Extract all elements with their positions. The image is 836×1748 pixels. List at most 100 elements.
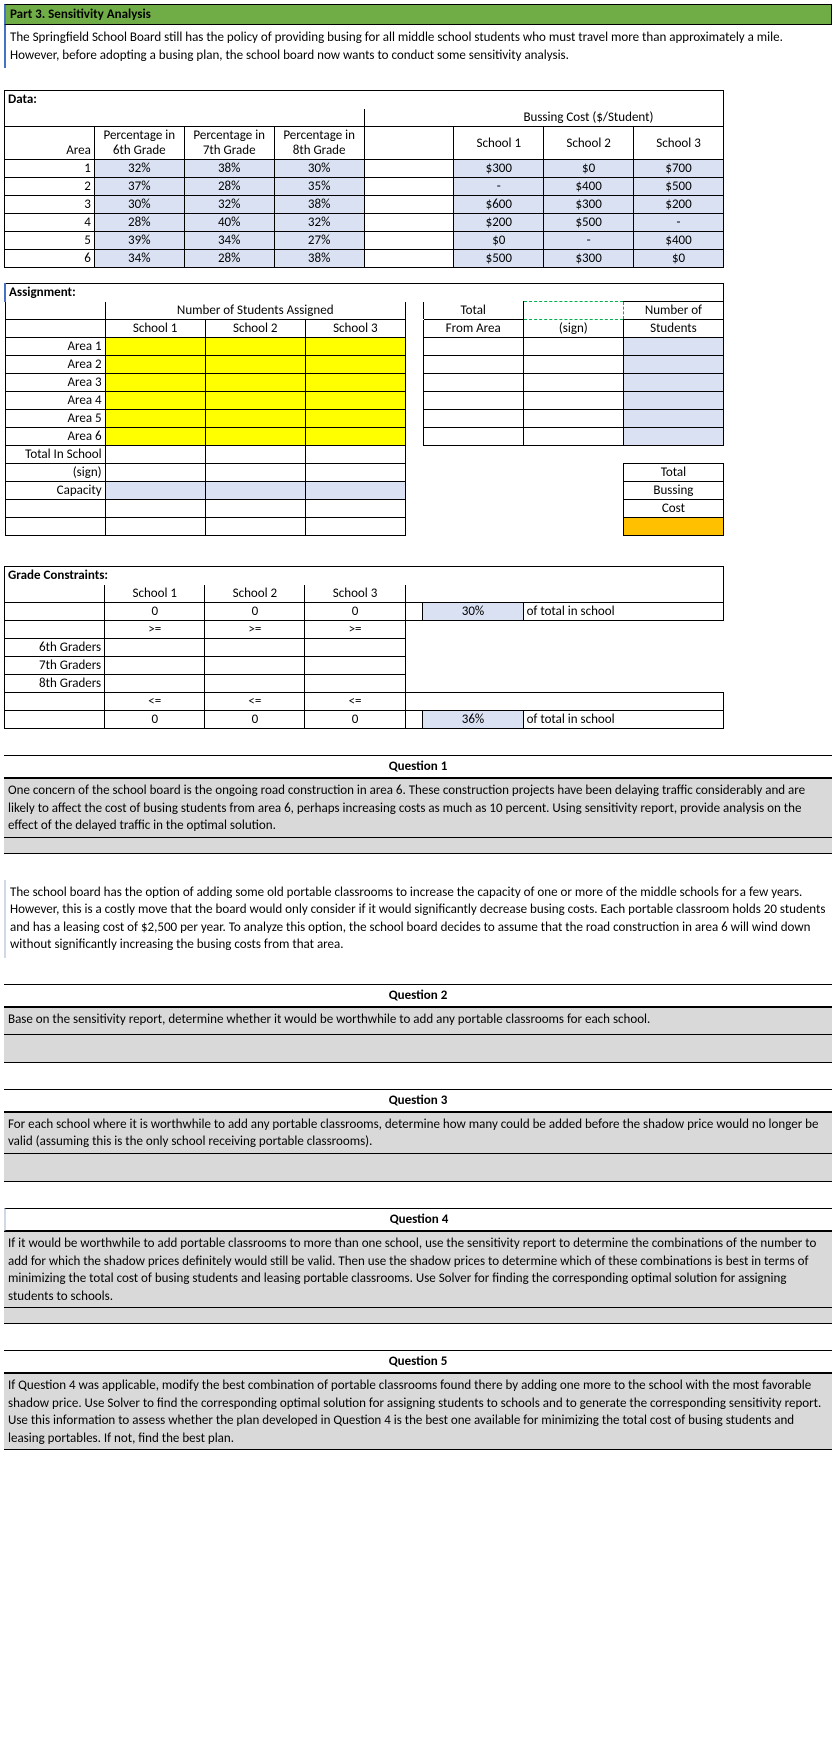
cost-header: Bussing Cost ($/Student) xyxy=(454,109,724,127)
data-area: 2 xyxy=(5,178,95,196)
from-area-cell xyxy=(423,338,523,356)
grade-36: 36% xyxy=(423,711,523,729)
students-cell xyxy=(623,410,723,428)
students-cell xyxy=(623,392,723,410)
students-cell xyxy=(623,374,723,392)
q2-title: Question 2 xyxy=(4,984,832,1007)
assign-total: Total xyxy=(623,464,723,482)
assign-sign: (sign) xyxy=(523,320,623,338)
mid-text: The school board has the option of addin… xyxy=(4,880,832,958)
assign-cell[interactable] xyxy=(305,338,405,356)
data-s2: $400 xyxy=(544,178,634,196)
data-s1: - xyxy=(454,178,544,196)
sign-cell xyxy=(523,410,623,428)
data-p8: 35% xyxy=(274,178,364,196)
data-p7: 34% xyxy=(184,232,274,250)
assign-cell[interactable] xyxy=(105,428,205,446)
assign-hdr-num: Number of Students Assigned xyxy=(105,302,405,320)
data-p6: 30% xyxy=(94,196,184,214)
assign-cell[interactable] xyxy=(105,392,205,410)
students-cell xyxy=(623,428,723,446)
sign-cell xyxy=(523,374,623,392)
assign-cell[interactable] xyxy=(305,410,405,428)
data-s3: $200 xyxy=(634,196,724,214)
data-s3: $400 xyxy=(634,232,724,250)
data-p6: 39% xyxy=(94,232,184,250)
assign-cell[interactable] xyxy=(205,410,305,428)
col-p6: Percentage in 6th Grade xyxy=(94,127,184,160)
assignment-table: Assignment: Number of Students Assigned … xyxy=(4,283,724,536)
assign-area: Area 2 xyxy=(5,356,105,374)
le1: <= xyxy=(105,693,205,711)
assign-s1: School 1 xyxy=(105,320,205,338)
assign-cell[interactable] xyxy=(205,374,305,392)
data-s2: $0 xyxy=(544,160,634,178)
g8: 8th Graders xyxy=(5,675,105,693)
assign-cell[interactable] xyxy=(205,356,305,374)
grade-s1: School 1 xyxy=(105,585,205,603)
data-s2: $300 xyxy=(544,196,634,214)
assign-cell[interactable] xyxy=(205,392,305,410)
data-p7: 38% xyxy=(184,160,274,178)
data-s2: - xyxy=(544,232,634,250)
col-area: Area xyxy=(5,127,95,160)
q3-title: Question 3 xyxy=(4,1089,832,1112)
col-s2: School 2 xyxy=(544,127,634,160)
assign-cell[interactable] xyxy=(105,374,205,392)
sign-cell xyxy=(523,392,623,410)
le3: <= xyxy=(305,693,405,711)
grade-30: 30% xyxy=(423,603,523,621)
ge2: >= xyxy=(205,621,305,639)
data-area: 5 xyxy=(5,232,95,250)
col-s3: School 3 xyxy=(634,127,724,160)
q5-text: If Question 4 was applicable, modify the… xyxy=(4,1373,832,1450)
assign-area: Area 5 xyxy=(5,410,105,428)
assign-cell[interactable] xyxy=(305,392,405,410)
intro-text: The Springfield School Board still has t… xyxy=(4,25,832,68)
from-area-cell xyxy=(423,392,523,410)
grade-table: Grade Constraints: School 1 School 2 Sch… xyxy=(4,566,724,729)
assign-cell[interactable] xyxy=(205,338,305,356)
data-p7: 32% xyxy=(184,196,274,214)
col-p7: Percentage in 7th Grade xyxy=(184,127,274,160)
ge3: >= xyxy=(305,621,405,639)
data-p8: 38% xyxy=(274,196,364,214)
grade-z3b: 0 xyxy=(305,711,405,729)
grade-txt1: of total in school xyxy=(523,603,723,621)
assign-cell[interactable] xyxy=(105,338,205,356)
data-area: 1 xyxy=(5,160,95,178)
assign-cost: Cost xyxy=(623,500,723,518)
grade-label: Grade Constraints: xyxy=(5,567,724,585)
assign-area: Area 4 xyxy=(5,392,105,410)
assign-cell[interactable] xyxy=(305,374,405,392)
assign-cell[interactable] xyxy=(205,428,305,446)
data-label: Data: xyxy=(5,91,724,109)
data-p8: 27% xyxy=(274,232,364,250)
q1-title: Question 1 xyxy=(4,755,832,778)
g6: 6th Graders xyxy=(5,639,105,657)
assign-cap: Capacity xyxy=(5,482,105,500)
q4-text: If it would be worthwhile to add portabl… xyxy=(4,1231,832,1308)
assign-cell[interactable] xyxy=(305,428,405,446)
assign-hdr-numof: Number of xyxy=(623,302,723,320)
grade-txt2: of total in school xyxy=(523,711,723,729)
assign-cell[interactable] xyxy=(305,356,405,374)
assign-bussing: Bussing xyxy=(623,482,723,500)
assign-cell[interactable] xyxy=(105,410,205,428)
from-area-cell xyxy=(423,356,523,374)
data-s1: $300 xyxy=(454,160,544,178)
grade-z1a: 0 xyxy=(105,603,205,621)
assign-area: Area 3 xyxy=(5,374,105,392)
grade-s2: School 2 xyxy=(205,585,305,603)
assign-cell[interactable] xyxy=(105,356,205,374)
data-p7: 28% xyxy=(184,250,274,268)
grade-z1b: 0 xyxy=(105,711,205,729)
q4-title: Question 4 xyxy=(4,1208,832,1231)
assign-area: Area 1 xyxy=(5,338,105,356)
assign-from: From Area xyxy=(423,320,523,338)
assign-area: Area 6 xyxy=(5,428,105,446)
data-s2: $500 xyxy=(544,214,634,232)
data-p6: 34% xyxy=(94,250,184,268)
data-s3: $500 xyxy=(634,178,724,196)
data-s2: $300 xyxy=(544,250,634,268)
